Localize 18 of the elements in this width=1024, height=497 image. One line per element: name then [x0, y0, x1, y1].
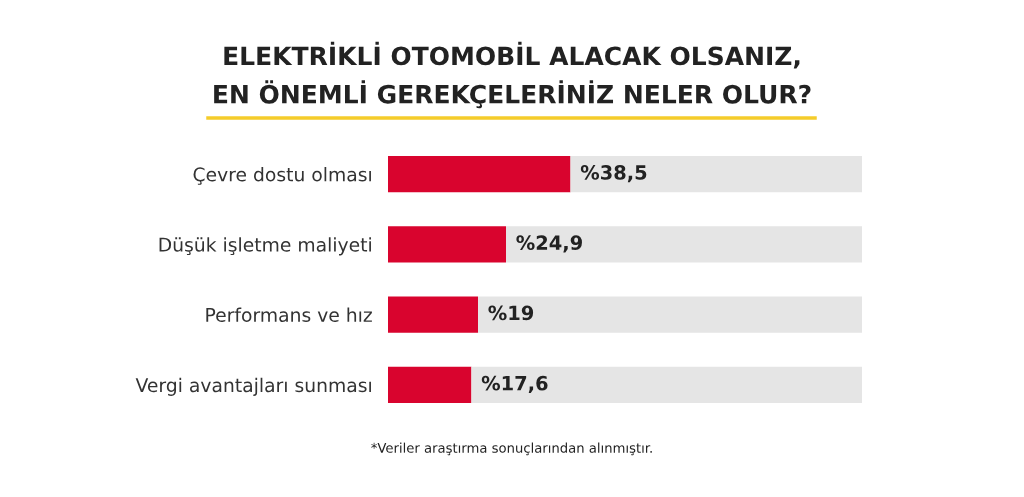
bar	[388, 296, 479, 333]
bar	[388, 226, 507, 263]
bar	[471, 366, 862, 403]
y-tick-label: Çevre dostu olması	[193, 167, 371, 185]
y-tick-label: Vergi avantajları sunması	[135, 377, 371, 396]
bar	[506, 226, 862, 263]
bar	[478, 296, 862, 333]
data-label: %17,6	[481, 375, 548, 393]
y-tick-label: Performans ve hız	[206, 307, 372, 323]
data-label: %19	[488, 305, 534, 321]
bar	[570, 156, 862, 193]
y-tick-label: Düşük işletme maliyeti	[159, 237, 371, 256]
data-label: %38,5	[580, 165, 647, 183]
text: *Veriler araştırma sonuçlarından alınmıştır.	[371, 442, 652, 456]
bar	[388, 156, 571, 193]
chart-title: ELEKTRİKLİ OTOMOBİL ALACAK OLSANIZ, EN ÖNEMLİ GEREKÇELERİNİZ NELER OLUR?	[214, 41, 811, 109]
bar	[388, 366, 472, 403]
data-label: %24,9	[516, 235, 582, 253]
